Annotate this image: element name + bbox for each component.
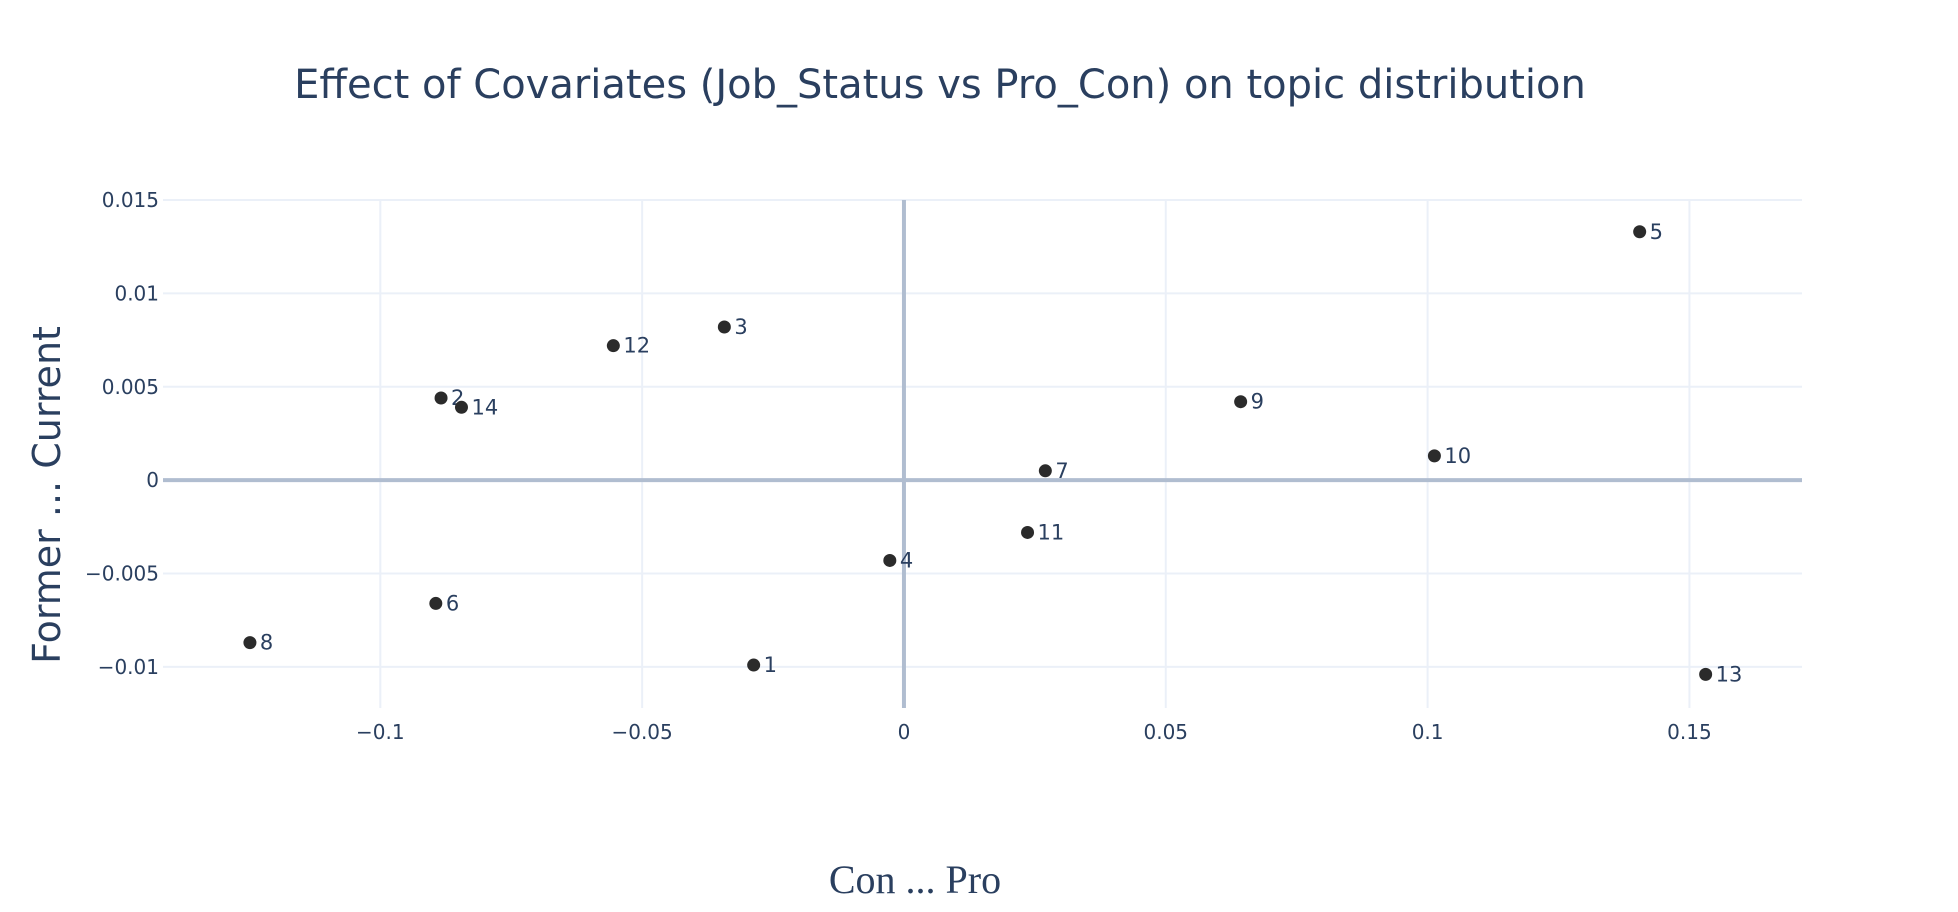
data-point-label: 12 [623, 334, 650, 358]
x-tick-label: 0.05 [1144, 720, 1189, 744]
y-axis-title: Former ... Current [25, 326, 69, 664]
data-point [1234, 395, 1248, 409]
x-tick-label: −0.1 [356, 720, 405, 744]
data-point [1699, 667, 1713, 681]
data-point [1633, 225, 1647, 239]
zero-lines [163, 200, 1802, 708]
data-point [243, 636, 257, 650]
y-tick-label: −0.005 [85, 562, 159, 586]
x-tick-label: 0.1 [1412, 720, 1444, 744]
data-point-label: 4 [900, 548, 913, 572]
y-tick-labels: 0.015 0.01 0.005 0 −0.005 −0.01 [85, 188, 159, 679]
data-point [1427, 449, 1441, 463]
data-point [883, 553, 897, 567]
data-point-label: 9 [1251, 390, 1264, 414]
data-point-label: 5 [1650, 220, 1663, 244]
data-point-label: 6 [446, 591, 459, 615]
data-point [454, 400, 468, 414]
x-axis-title: Con ... Pro [829, 857, 1001, 902]
data-point [747, 658, 761, 672]
x-tick-label: −0.05 [611, 720, 672, 744]
x-tick-labels: −0.1 −0.05 0 0.05 0.1 0.15 [356, 720, 1712, 744]
data-point-label: 10 [1444, 444, 1471, 468]
data-point-label: 1 [764, 653, 777, 677]
data-point [434, 391, 448, 405]
data-point [717, 320, 731, 334]
chart-title: Effect of Covariates (Job_Status vs Pro_… [294, 62, 1586, 108]
data-point [606, 339, 620, 353]
data-point-label: 7 [1055, 459, 1068, 483]
y-tick-label: 0.015 [102, 188, 159, 212]
y-tick-label: 0 [146, 468, 159, 492]
data-point-label: 3 [734, 315, 747, 339]
x-tick-label: 0 [898, 720, 911, 744]
data-point-label: 14 [471, 395, 498, 419]
data-point-label: 11 [1038, 520, 1065, 544]
data-point [429, 596, 443, 610]
grid-lines [163, 199, 1802, 708]
y-tick-label: 0.01 [114, 281, 159, 305]
y-tick-label: −0.01 [98, 655, 159, 679]
x-tick-label: 0.15 [1667, 720, 1712, 744]
data-point [1038, 464, 1052, 478]
data-point [1021, 525, 1035, 539]
data-point-label: 13 [1716, 662, 1743, 686]
data-point-label: 8 [260, 631, 273, 655]
y-tick-label: 0.005 [102, 375, 159, 399]
